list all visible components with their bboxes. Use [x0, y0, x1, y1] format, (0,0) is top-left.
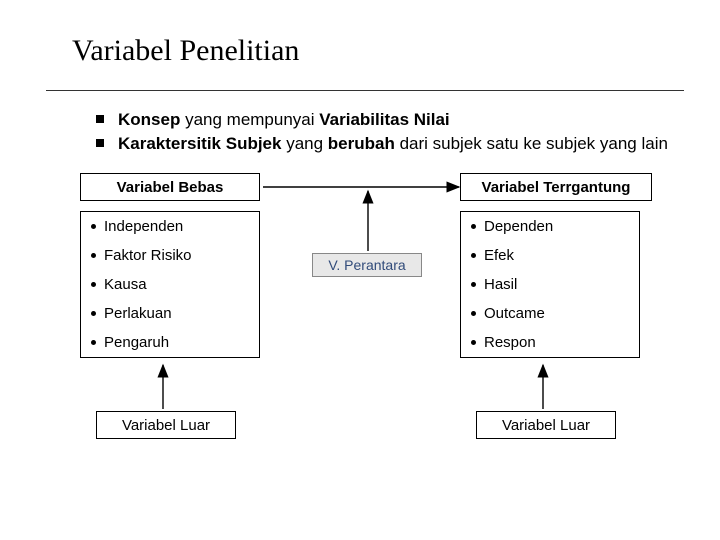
bullet-item: Konsep yang mempunyai Variabilitas Nilai: [96, 109, 674, 131]
list-item-label: Dependen: [484, 218, 553, 235]
bullet-dot-icon: [91, 340, 96, 345]
bullet-text: yang: [281, 134, 327, 153]
list-item: Pengaruh: [81, 328, 259, 357]
bottom-left-box: Variabel Luar: [96, 411, 236, 439]
bullet-item: Karaktersitik Subjek yang berubah dari s…: [96, 133, 674, 155]
list-item-label: Independen: [104, 218, 183, 235]
bullet-list: Konsep yang mempunyai Variabilitas Nilai…: [96, 109, 674, 155]
diagram: Variabel Bebas Variabel Terrgantung Inde…: [72, 173, 674, 493]
bullet-dot-icon: [91, 311, 96, 316]
bottom-right-label: Variabel Luar: [502, 417, 590, 434]
bullet-dot-icon: [471, 253, 476, 258]
list-item-label: Hasil: [484, 276, 517, 293]
right-header-box: Variabel Terrgantung: [460, 173, 652, 201]
list-item-label: Pengaruh: [104, 334, 169, 351]
bullet-dot-icon: [91, 282, 96, 287]
bullet-bold: Variabilitas Nilai: [319, 110, 449, 129]
left-header-box: Variabel Bebas: [80, 173, 260, 201]
bullet-bold: Karaktersitik Subjek: [118, 134, 281, 153]
list-item: Perlakuan: [81, 299, 259, 328]
bullet-bold: berubah: [328, 134, 395, 153]
left-list-box: Independen Faktor Risiko Kausa Perlakuan…: [80, 211, 260, 358]
list-item: Respon: [461, 328, 639, 357]
list-item: Faktor Risiko: [81, 241, 259, 270]
left-header-label: Variabel Bebas: [117, 179, 224, 196]
bottom-left-label: Variabel Luar: [122, 417, 210, 434]
bullet-text: yang mempunyai: [180, 110, 319, 129]
bottom-right-box: Variabel Luar: [476, 411, 616, 439]
list-item: Outcame: [461, 299, 639, 328]
slide: Variabel Penelitian Konsep yang mempunya…: [0, 0, 720, 540]
bullet-dot-icon: [471, 340, 476, 345]
slide-title: Variabel Penelitian: [72, 34, 674, 68]
bullet-dot-icon: [471, 282, 476, 287]
title-rule: [46, 90, 684, 91]
bullet-text: dari subjek satu ke subjek yang lain: [395, 134, 668, 153]
list-item-label: Efek: [484, 247, 514, 264]
list-item: Hasil: [461, 270, 639, 299]
mid-label: V. Perantara: [328, 257, 405, 273]
bullet-bold: Konsep: [118, 110, 180, 129]
list-item: Kausa: [81, 270, 259, 299]
bullet-dot-icon: [91, 253, 96, 258]
mid-box: V. Perantara: [312, 253, 422, 277]
right-header-label: Variabel Terrgantung: [482, 179, 631, 196]
list-item: Dependen: [461, 212, 639, 241]
list-item: Efek: [461, 241, 639, 270]
list-item: Independen: [81, 212, 259, 241]
list-item-label: Outcame: [484, 305, 545, 322]
bullet-dot-icon: [91, 224, 96, 229]
bullet-dot-icon: [471, 311, 476, 316]
list-item-label: Faktor Risiko: [104, 247, 192, 264]
list-item-label: Kausa: [104, 276, 147, 293]
right-list-box: Dependen Efek Hasil Outcame Respon: [460, 211, 640, 358]
bullet-dot-icon: [471, 224, 476, 229]
list-item-label: Perlakuan: [104, 305, 172, 322]
list-item-label: Respon: [484, 334, 536, 351]
